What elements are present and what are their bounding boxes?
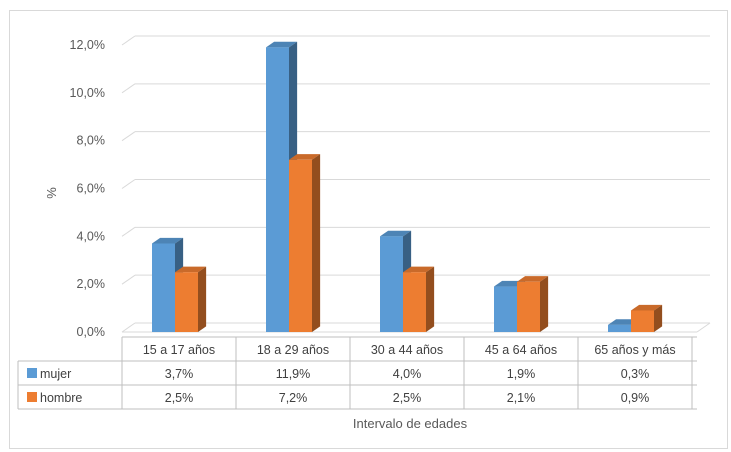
bar-hombre-0 (175, 266, 207, 332)
bar-side (426, 266, 435, 332)
bar-front (403, 272, 426, 332)
bar-top (266, 41, 298, 48)
y-tick-label: 10,0% (70, 86, 105, 100)
bar-side (540, 276, 549, 332)
bar-front (152, 243, 175, 332)
bar-front (517, 281, 540, 332)
floor-side (696, 322, 711, 333)
gridline-side (121, 35, 136, 46)
x-tick-label: 18 a 29 años (257, 343, 329, 357)
y-tick-label: 12,0% (70, 38, 105, 52)
x-tick-label: 45 a 64 años (485, 343, 557, 357)
gridline-side (121, 179, 136, 189)
data-table: 15 a 17 años 18 a 29 años 30 a 44 años 45 a… (17, 336, 697, 410)
data-label: 11,9% (276, 367, 311, 381)
gridline-side (121, 83, 136, 94)
x-tick-label: 30 a 44 años (371, 343, 443, 357)
bar-front (175, 272, 198, 332)
legend-key-mujer (27, 368, 37, 378)
x-tick-label: 15 a 17 años (143, 343, 215, 357)
bar-front (380, 236, 403, 332)
gridline-side (121, 131, 136, 142)
bar-front (289, 159, 312, 332)
y-tick-label: 6,0% (77, 182, 106, 196)
data-label: 4,0% (393, 367, 422, 381)
bar-top (403, 266, 435, 273)
y-tick-label: 0,0% (77, 325, 106, 339)
bar-side (654, 304, 663, 332)
x-axis-title: Intervalo de edades (353, 416, 468, 431)
y-axis-ticks: 0,0% 2,0% 4,0% 6,0% 8,0% 10,0% 12,0% (70, 38, 105, 339)
data-label: 2,1% (507, 391, 536, 405)
data-label: 0,9% (621, 391, 650, 405)
bars (152, 41, 663, 333)
bar-front (494, 286, 517, 332)
y-tick-label: 2,0% (77, 277, 106, 291)
bar-hombre-2 (403, 266, 435, 332)
bar-top (175, 266, 207, 273)
data-label: 0,3% (621, 367, 650, 381)
gridline-side (121, 274, 136, 285)
bar-hombre-4 (631, 304, 663, 332)
y-tick-label: 8,0% (77, 134, 106, 148)
bar-top (289, 154, 321, 160)
bar-front (608, 324, 631, 332)
bar-top (517, 276, 549, 282)
bar-top (631, 304, 663, 311)
bar-top (380, 230, 412, 237)
bar-front (631, 310, 654, 332)
bar-hombre-3 (517, 276, 549, 332)
gridline-side (121, 322, 136, 333)
x-tick-label: 65 años y más (594, 343, 675, 357)
data-label: 2,5% (393, 391, 422, 405)
bar-front (266, 47, 289, 333)
legend-label-mujer: mujer (40, 367, 71, 381)
data-label: 2,5% (165, 391, 194, 405)
data-label: 3,7% (165, 367, 194, 381)
y-tick-label: 4,0% (77, 229, 106, 243)
bar-top (152, 237, 184, 244)
gridline-side (121, 226, 136, 237)
chart-frame (9, 10, 728, 449)
legend-label-hombre: hombre (40, 391, 82, 405)
y-axis-title: % (44, 187, 59, 199)
legend-key-hombre (27, 392, 37, 402)
bar-side (198, 266, 207, 332)
bar-hombre-1 (289, 154, 321, 332)
bar-side (312, 154, 321, 332)
data-label: 7,2% (279, 391, 308, 405)
data-label: 1,9% (507, 367, 536, 381)
